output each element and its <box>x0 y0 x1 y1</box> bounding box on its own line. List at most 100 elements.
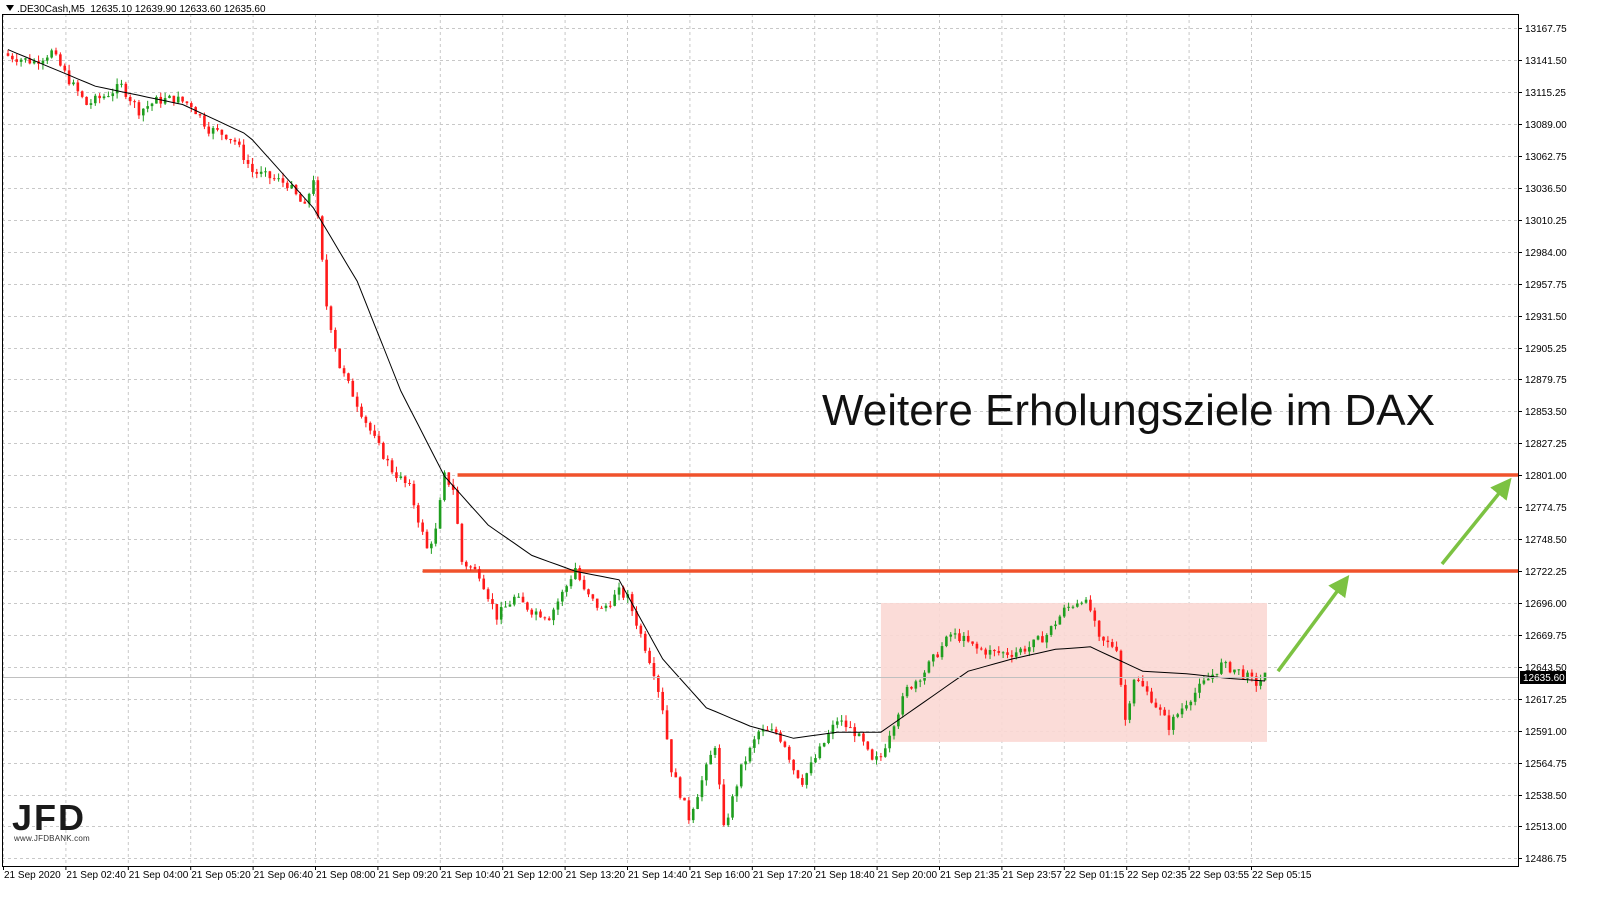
x-tick-label: 22 Sep 03:55 <box>1190 870 1250 881</box>
candle-body <box>1172 716 1175 730</box>
y-tick-label: 13062.75 <box>1525 152 1567 163</box>
chart-grid <box>2 14 1518 866</box>
candle-body <box>696 797 699 810</box>
candle-body <box>63 65 67 71</box>
candle-body <box>32 61 36 64</box>
y-tick-label: 12513.00 <box>1525 822 1567 833</box>
y-tick-label: 12931.50 <box>1525 312 1567 323</box>
arrow-to-second-target <box>1440 477 1512 566</box>
candle-body <box>464 561 468 567</box>
y-tick-label: 12564.75 <box>1525 759 1567 770</box>
candle-body <box>1054 624 1057 627</box>
candle-body <box>67 70 71 85</box>
dropdown-icon[interactable] <box>6 5 14 11</box>
x-tick-label: 21 Sep 18:40 <box>815 870 875 881</box>
candle-body <box>709 754 712 765</box>
candle-body <box>853 727 857 737</box>
candle-body <box>901 696 905 715</box>
candle-body <box>277 178 280 180</box>
y-tick-label: 12486.75 <box>1525 854 1567 865</box>
candle-body <box>1028 647 1031 652</box>
candle-body <box>469 566 472 568</box>
candle-body <box>1023 648 1027 652</box>
candle-body <box>408 482 411 484</box>
candle-body <box>98 95 101 99</box>
candle-body <box>338 348 342 369</box>
candle-body <box>657 676 660 692</box>
candle-body <box>456 489 459 524</box>
candle-body <box>1206 678 1210 681</box>
candle-body <box>24 58 27 60</box>
x-tick-label: 22 Sep 05:15 <box>1252 870 1312 881</box>
candle-body <box>1014 652 1018 657</box>
candle-body <box>722 784 726 826</box>
candle-body <box>1193 692 1197 702</box>
x-tick-label: 21 Sep 05:20 <box>191 870 251 881</box>
candle-body <box>635 611 638 626</box>
candle-body <box>949 634 953 637</box>
candle-body <box>368 422 372 431</box>
candle-body <box>862 733 865 742</box>
candle-body <box>155 96 158 104</box>
candle-body <box>264 171 267 173</box>
candle-body <box>731 796 734 818</box>
candle-body <box>499 606 503 620</box>
candle-body <box>1150 691 1153 703</box>
candle-body <box>421 522 424 532</box>
candle-body <box>399 476 403 479</box>
ohlc-values: 12635.10 12639.90 12633.60 12635.60 <box>90 4 266 15</box>
y-tick-label: 13036.50 <box>1525 184 1567 195</box>
candle-body <box>678 777 682 798</box>
candle-body <box>997 651 1001 653</box>
candle-body <box>486 589 490 600</box>
candle-body <box>831 724 835 734</box>
candle-body <box>953 633 957 635</box>
candle-body <box>425 531 429 549</box>
candle-body <box>1202 680 1206 684</box>
candle-body <box>927 661 931 673</box>
candle-body <box>783 741 787 747</box>
candle-body <box>220 129 224 135</box>
candle-body <box>342 368 346 374</box>
candle-body <box>251 163 254 172</box>
candle-body <box>761 729 765 732</box>
candle-body <box>726 817 730 826</box>
candle-body <box>364 416 368 423</box>
candle-body <box>438 500 442 529</box>
candle-body <box>211 128 215 134</box>
candle-body <box>233 139 237 142</box>
candle-body <box>133 101 136 103</box>
x-tick-label: 21 Sep 04:00 <box>129 870 189 881</box>
candle-body <box>1185 705 1188 709</box>
candle-body <box>1128 703 1131 720</box>
candle-body <box>1084 599 1088 603</box>
y-tick-label: 12591.00 <box>1525 727 1567 738</box>
candle-body <box>517 596 520 598</box>
candle-body <box>1198 683 1201 693</box>
candle-body <box>534 611 538 615</box>
candle-body <box>639 625 643 634</box>
x-tick-label: 21 Sep 2020 <box>4 870 61 881</box>
candle-body <box>377 435 381 443</box>
current-price-label: 12635.60 <box>1523 673 1565 684</box>
moving-average-line <box>7 49 1266 739</box>
candle-body <box>1141 680 1145 687</box>
x-tick-label: 21 Sep 13:20 <box>566 870 626 881</box>
candle-body <box>556 601 560 610</box>
candle-body <box>54 50 58 55</box>
candle-body <box>395 472 398 479</box>
target-arrows <box>1276 477 1512 673</box>
candle-body <box>600 607 603 609</box>
candle-body <box>290 185 293 189</box>
candle-body <box>1062 607 1066 617</box>
candle-body <box>360 406 363 417</box>
candle-body <box>59 54 62 66</box>
candle-body <box>936 654 939 658</box>
candle-body <box>1010 654 1014 657</box>
candle-body <box>403 476 407 483</box>
candle-body <box>670 739 673 773</box>
candle-body <box>294 185 298 195</box>
candle-body <box>718 747 721 785</box>
candle-body <box>299 194 302 202</box>
